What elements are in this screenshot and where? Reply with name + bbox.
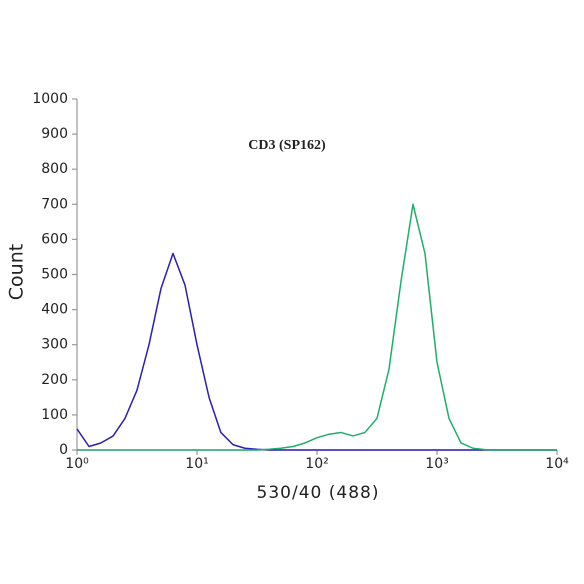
y-tick-label: 500 — [41, 267, 68, 283]
series-line — [76, 252, 557, 451]
x-tick-label: 10³ — [425, 456, 448, 472]
y-axis-label: Count — [6, 244, 28, 300]
y-tick-label: 200 — [41, 372, 68, 388]
y-tick-label: 100 — [41, 407, 68, 423]
y-tick-label: 300 — [41, 337, 68, 353]
y-tick-label: 1000 — [32, 91, 68, 107]
chart-title: CD3 (SP162) — [248, 138, 326, 153]
series-line — [77, 203, 557, 451]
y-tick-label: 900 — [41, 126, 68, 142]
y-tick-label: 0 — [59, 442, 68, 458]
x-axis-label: 530/40 (488) — [257, 483, 380, 503]
y-tick-label: 700 — [41, 196, 68, 212]
y-tick-label: 400 — [41, 302, 68, 318]
y-tick-label: 600 — [41, 231, 68, 247]
x-tick-label: 10⁰ — [65, 456, 89, 472]
y-tick-label: 800 — [41, 161, 68, 177]
x-tick-label: 10¹ — [185, 456, 208, 472]
x-tick-label: 10² — [305, 456, 328, 472]
x-tick-label: 10⁴ — [545, 456, 569, 472]
